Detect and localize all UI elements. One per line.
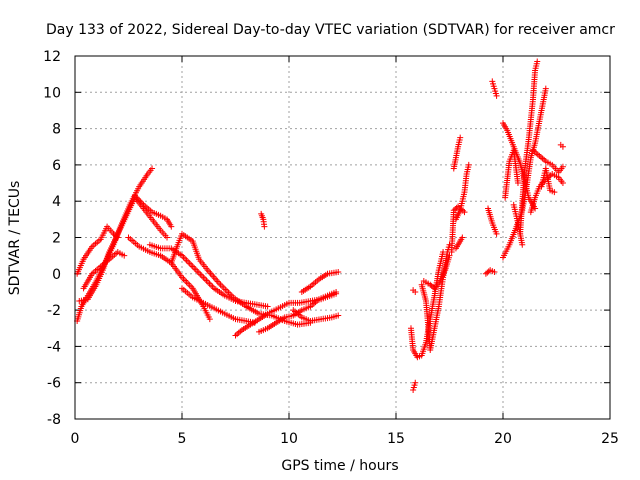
- y-tick-label: -6: [47, 376, 61, 392]
- y-tick-label: 2: [52, 231, 61, 247]
- data-point: [149, 165, 156, 172]
- data-point: [493, 230, 500, 237]
- data-point: [493, 92, 500, 99]
- data-point: [164, 234, 171, 241]
- plot-frame: [74, 55, 611, 420]
- data-point: [412, 288, 419, 295]
- x-tick-label: 0: [71, 431, 80, 447]
- data-point: [559, 163, 566, 170]
- data-point: [335, 268, 342, 275]
- series-track3: [76, 194, 171, 305]
- x-tick-label: 20: [494, 431, 512, 447]
- series-track22: [452, 161, 472, 223]
- series-track23: [452, 234, 466, 252]
- y-axis-label: SDTVAR / TECUs: [7, 181, 23, 296]
- data-point: [206, 316, 213, 323]
- y-tick-label: 10: [43, 85, 61, 101]
- y-tick-label: -8: [47, 412, 61, 428]
- data-point: [457, 134, 464, 141]
- series-track16: [410, 287, 419, 295]
- series-track33: [529, 147, 566, 176]
- x-tick-label: 10: [280, 431, 298, 447]
- series-track21: [450, 134, 464, 172]
- series-track29: [502, 147, 521, 201]
- y-axis-ticks: -8 -6 -4 -2 0 2 4 6 8 10 12: [43, 49, 610, 428]
- series-track4: [80, 249, 128, 292]
- data-point: [519, 241, 526, 248]
- series-track9: [179, 285, 258, 326]
- data-point: [514, 180, 521, 187]
- x-tick-label: 25: [601, 431, 619, 447]
- series-track15: [410, 379, 419, 393]
- series-track34: [557, 141, 566, 150]
- data-point: [430, 284, 437, 291]
- data-point: [264, 303, 271, 310]
- series-track12: [290, 307, 342, 324]
- data-point: [465, 161, 472, 168]
- series-track24: [485, 205, 500, 237]
- data-point: [461, 209, 468, 216]
- data-point: [412, 379, 419, 386]
- data-point: [559, 143, 566, 150]
- data-points: [74, 58, 566, 393]
- data-point: [168, 223, 175, 230]
- y-tick-label: 0: [52, 267, 61, 283]
- series-track19: [420, 252, 453, 292]
- y-tick-label: 6: [52, 158, 61, 174]
- data-point: [121, 252, 128, 259]
- series-track25: [482, 267, 498, 277]
- series-track6: [125, 234, 213, 323]
- series-track31: [517, 58, 541, 237]
- y-tick-label: -4: [47, 339, 61, 355]
- series-track13: [298, 268, 342, 295]
- data-point: [446, 252, 453, 259]
- series-track26: [489, 78, 500, 99]
- x-tick-label: 15: [387, 431, 405, 447]
- data-point: [491, 268, 498, 275]
- data-point: [335, 312, 342, 319]
- y-tick-label: 4: [52, 194, 61, 210]
- chart-title: Day 133 of 2022, Sidereal Day-to-day VTE…: [46, 22, 615, 38]
- y-tick-label: 8: [52, 122, 61, 138]
- y-tick-label: 12: [43, 49, 61, 65]
- data-point: [542, 85, 549, 92]
- series-track35: [538, 165, 558, 196]
- data-point: [559, 180, 566, 187]
- data-point: [459, 234, 466, 241]
- y-tick-label: -2: [47, 303, 61, 319]
- data-point: [261, 223, 268, 230]
- series-track5: [131, 192, 175, 230]
- data-point: [551, 189, 558, 196]
- series-track14: [258, 210, 268, 230]
- data-point: [534, 58, 541, 65]
- x-tick-label: 5: [178, 431, 187, 447]
- data-point: [333, 288, 340, 295]
- x-axis-label: GPS time / hours: [281, 458, 398, 474]
